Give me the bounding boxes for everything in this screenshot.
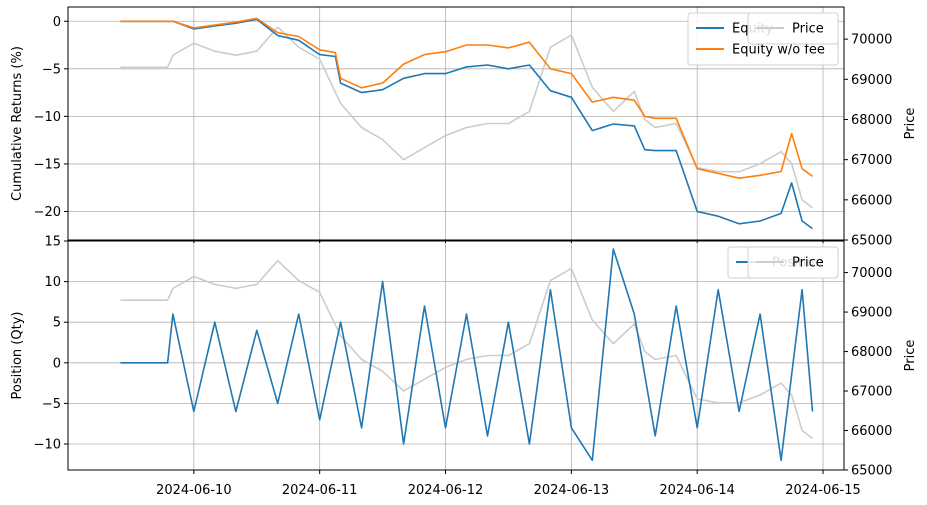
- xtick-label-1: 2024-06-11: [282, 483, 358, 498]
- bottom-y2tick-label-1: 66000: [851, 424, 892, 439]
- bottom-series-price: [120, 259, 813, 440]
- top-series-price: [120, 26, 813, 209]
- bottom-ytick-label-1: 10: [44, 275, 61, 290]
- top-ytick-label-2: −10: [34, 110, 61, 125]
- top-legend-right-0-label: Price: [792, 22, 824, 37]
- top-ytick-label-1: −5: [42, 62, 61, 77]
- xtick-label-5: 2024-06-15: [785, 483, 861, 498]
- bottom-y2tick-label-0: 65000: [851, 464, 892, 479]
- bottom-ytick-label-4: −5: [42, 397, 61, 412]
- bottom-ytick-label-3: 0: [53, 356, 61, 371]
- bottom-ytick-label-2: 5: [53, 316, 61, 331]
- top-ytick-label-0: 0: [53, 15, 61, 30]
- xtick-label-3: 2024-06-13: [534, 483, 610, 498]
- x-axis-tick-labels: 2024-06-10 2024-06-11 2024-06-12 2024-06-13…: [156, 240, 861, 498]
- bottom-y2tick-label-3: 68000: [851, 345, 892, 360]
- bottom-ylabel: Position (Qty): [10, 312, 25, 400]
- bottom-y2tick-label-4: 69000: [851, 306, 892, 321]
- bottom-ytick-label-0: 15: [44, 235, 61, 250]
- xtick-label-4: 2024-06-14: [659, 483, 735, 498]
- top-y2tick-label-5: 70000: [851, 33, 892, 48]
- top-y2tick-label-4: 69000: [851, 73, 892, 88]
- top-ytick-label-4: −20: [34, 205, 61, 220]
- bottom-y2label: Price: [903, 340, 918, 372]
- top-legend-left-1-label: Equity w/o fee: [732, 43, 825, 58]
- bottom-y2tick-label-2: 67000: [851, 385, 892, 400]
- top-y2tick-label-2: 67000: [851, 153, 892, 168]
- bottom-legend-right-0-label: Price: [792, 256, 824, 271]
- bottom-ytick-label-5: −10: [34, 438, 61, 453]
- bottom-y2tick-label-5: 70000: [851, 266, 892, 281]
- top-y2tick-label-1: 66000: [851, 193, 892, 208]
- bottom-axes-frame: [67, 240, 845, 471]
- xtick-label-0: 2024-06-10: [156, 483, 232, 498]
- bottom-legend-right: Price: [747, 246, 839, 279]
- top-panel: 0 −5 −10 −15 −20 65000 66000 67000 68000 69000 700…: [10, 6, 918, 249]
- top-legend-right-box: [747, 12, 839, 45]
- top-legend-right: Price: [747, 12, 839, 45]
- xtick-label-2: 2024-06-12: [408, 483, 484, 498]
- bottom-series-position: [120, 248, 814, 462]
- bottom-legend-right-box: [747, 246, 839, 279]
- top-y2tick-label-0: 65000: [851, 234, 892, 249]
- top-ytick-label-3: −15: [34, 157, 61, 172]
- top-y2tick-label-3: 68000: [851, 113, 892, 128]
- top-series-equity: [120, 18, 813, 230]
- top-series-equity-w-o-fee: [120, 17, 813, 179]
- top-y2label: Price: [903, 108, 918, 140]
- top-ylabel: Cumulative Returns (%): [10, 46, 25, 201]
- bottom-panel: 15 10 5 0 −5 −10 65000 66000 67000 68000 69000 7000…: [10, 235, 918, 479]
- top-axes-frame: [67, 6, 845, 241]
